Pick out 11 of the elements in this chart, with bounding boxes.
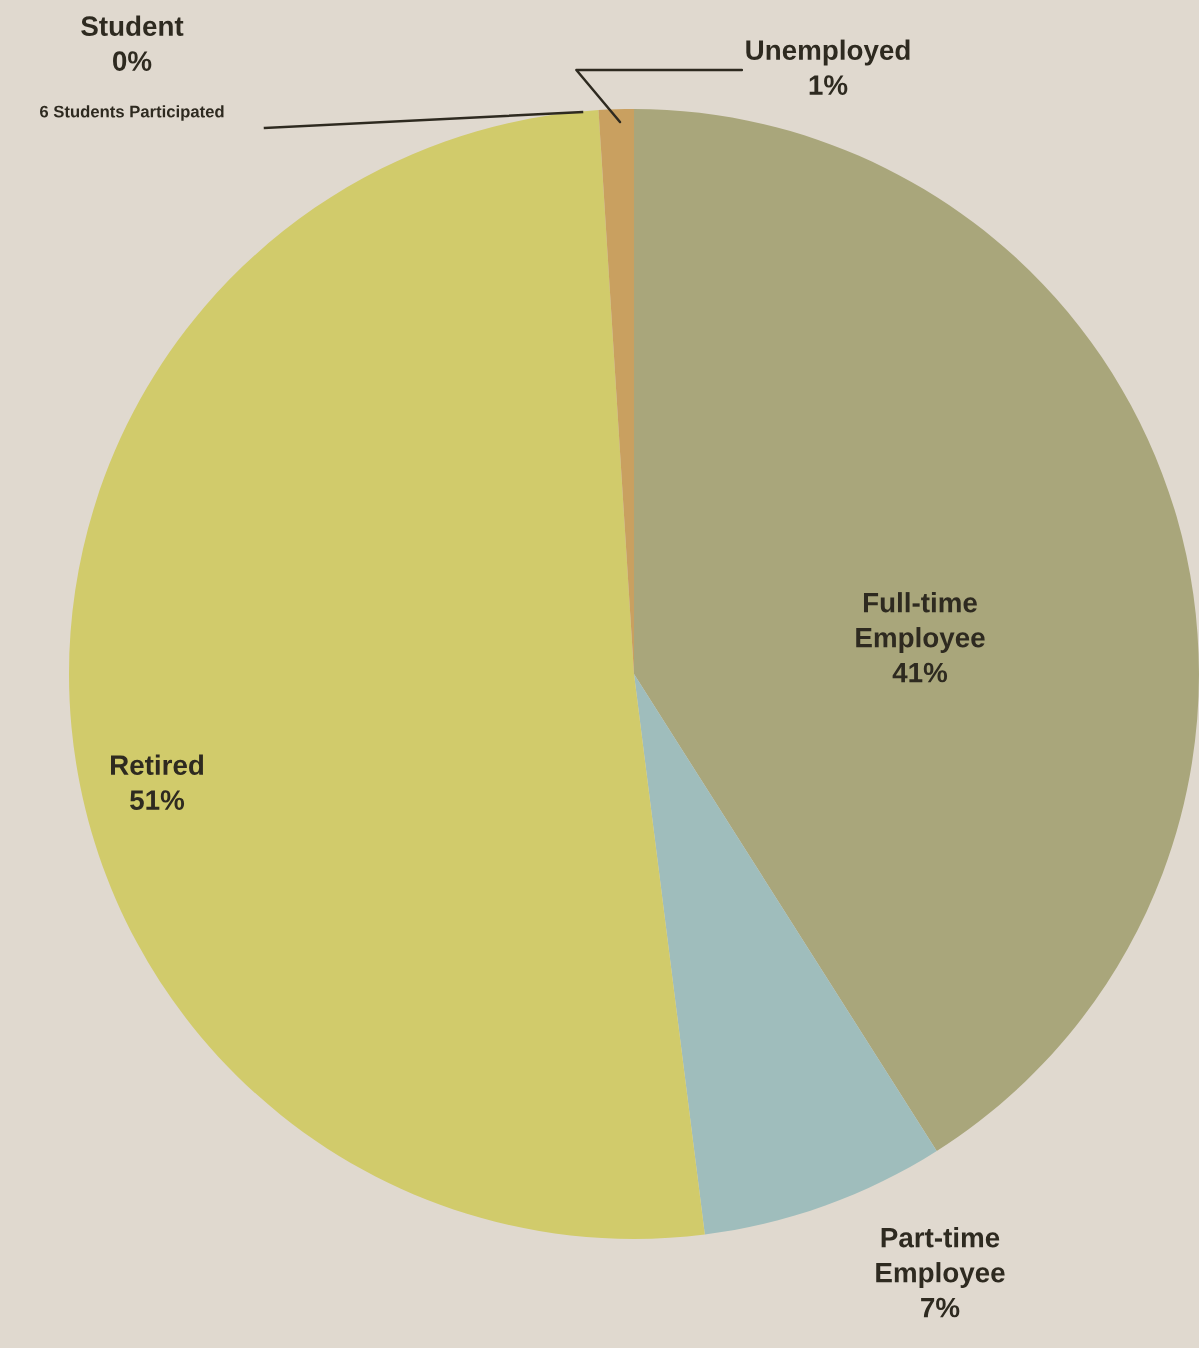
slice-label: Part-time Employee [876, 1227, 1005, 1288]
slice-label: Unemployed [746, 39, 910, 66]
text: 6 Students Participated [40, 105, 224, 121]
category-label: Student [81, 15, 184, 36]
text: 0% [113, 51, 152, 71]
data-label: 41% [892, 662, 948, 683]
data-label: 51% [130, 790, 185, 810]
data-label: 1% [809, 75, 848, 95]
slice-label: Full-time Employee [856, 592, 985, 653]
slice-label: Retired [111, 754, 204, 775]
data-label: 7% [921, 1297, 960, 1318]
